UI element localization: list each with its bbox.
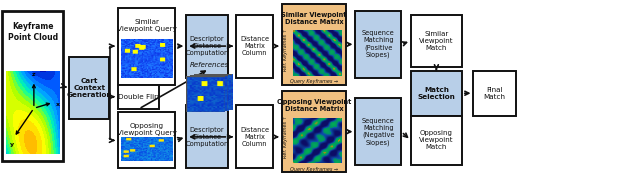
FancyBboxPatch shape <box>236 15 273 77</box>
FancyBboxPatch shape <box>70 56 109 120</box>
Text: Descriptor
Distance
Computation: Descriptor Distance Computation <box>186 127 228 147</box>
Text: References: References <box>189 62 229 68</box>
Text: Final
Match: Final Match <box>483 87 506 100</box>
FancyBboxPatch shape <box>118 112 175 168</box>
Text: Similar Viewpoint
Distance Matrix: Similar Viewpoint Distance Matrix <box>281 12 347 25</box>
FancyBboxPatch shape <box>186 105 228 168</box>
Text: Cart
Context
Generation: Cart Context Generation <box>67 78 112 98</box>
Text: Opposing
Viewpoint
Match: Opposing Viewpoint Match <box>419 130 454 150</box>
FancyBboxPatch shape <box>474 71 515 116</box>
FancyBboxPatch shape <box>355 99 401 165</box>
FancyBboxPatch shape <box>3 11 63 161</box>
FancyBboxPatch shape <box>236 105 273 168</box>
Text: Query Keyframes →: Query Keyframes → <box>290 167 338 172</box>
FancyBboxPatch shape <box>282 92 346 172</box>
Text: Descriptor
Distance
Computation: Descriptor Distance Computation <box>186 36 228 56</box>
Text: Sequence
Matching
(Negative
Slopes): Sequence Matching (Negative Slopes) <box>362 118 395 146</box>
FancyBboxPatch shape <box>411 15 462 67</box>
Text: Similar
Viewpoint
Match: Similar Viewpoint Match <box>419 31 454 51</box>
Text: Ref. Keyframes ↑: Ref. Keyframes ↑ <box>284 116 288 158</box>
Text: Ref. Keyframes ↑: Ref. Keyframes ↑ <box>284 28 288 71</box>
Text: Distance
Matrix
Column: Distance Matrix Column <box>240 127 269 147</box>
Text: Similar
Viewpoint Query: Similar Viewpoint Query <box>116 19 177 32</box>
Text: Distance
Matrix
Column: Distance Matrix Column <box>240 36 269 56</box>
Text: Match
Selection: Match Selection <box>417 87 455 100</box>
FancyBboxPatch shape <box>118 84 159 109</box>
FancyBboxPatch shape <box>355 11 401 77</box>
FancyBboxPatch shape <box>118 8 175 84</box>
FancyBboxPatch shape <box>411 71 462 116</box>
FancyBboxPatch shape <box>411 116 462 165</box>
Text: Sequence
Matching
(Positive
Slopes): Sequence Matching (Positive Slopes) <box>362 30 395 58</box>
Text: Double Flip: Double Flip <box>118 94 159 100</box>
FancyBboxPatch shape <box>186 15 228 77</box>
Text: Opposing
Viewpoint Query: Opposing Viewpoint Query <box>116 123 177 136</box>
FancyBboxPatch shape <box>282 4 346 84</box>
Text: Opposing Viewpoint
Distance Matrix: Opposing Viewpoint Distance Matrix <box>276 99 351 112</box>
Text: Keyframe
Point Cloud: Keyframe Point Cloud <box>8 22 58 42</box>
Text: Query Keyframes →: Query Keyframes → <box>290 79 338 84</box>
